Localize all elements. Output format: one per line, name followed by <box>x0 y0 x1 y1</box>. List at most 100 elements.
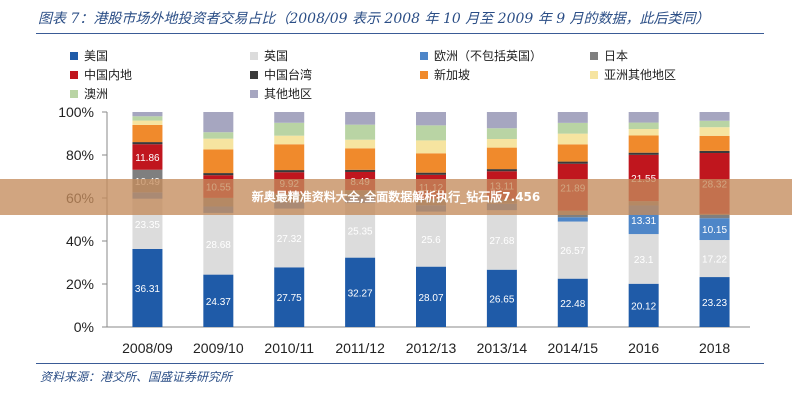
bar-segment <box>274 170 305 173</box>
bar-segment <box>557 144 588 162</box>
bar-segment <box>274 144 305 171</box>
bar-segment <box>132 116 163 121</box>
legend-item: 新加坡 <box>420 66 470 83</box>
bar-segment <box>416 125 446 141</box>
bar-segment <box>557 112 588 123</box>
legend-swatch-icon <box>70 51 78 60</box>
bar-segment <box>486 139 517 148</box>
bar-segment <box>628 234 659 284</box>
data-label: 11.86 <box>135 153 160 164</box>
legend-swatch-icon <box>250 51 258 60</box>
bar-segment <box>699 277 730 327</box>
data-label: 22.48 <box>560 299 585 310</box>
bar-segment <box>203 212 234 275</box>
bar-segment <box>699 213 730 219</box>
legend-swatch-icon <box>70 70 78 79</box>
bar-segment <box>486 147 517 170</box>
legend-label: 英国 <box>264 49 289 63</box>
y-tick-label: 20% <box>66 276 94 292</box>
data-label: 26.57 <box>560 246 585 257</box>
x-tick-label: 2014/15 <box>547 340 598 356</box>
bar-segment <box>274 122 305 136</box>
bar-segment <box>699 112 730 121</box>
bar-segment <box>203 149 234 174</box>
data-label: 13.31 <box>631 216 656 227</box>
data-label: 28.68 <box>206 240 231 251</box>
data-label: 27.75 <box>277 293 302 304</box>
data-label: 24.37 <box>206 297 231 308</box>
x-tick-label: 2008/09 <box>122 340 173 356</box>
data-label: 20.12 <box>631 301 656 312</box>
bar-segment <box>274 208 305 268</box>
bar-segment <box>557 122 588 134</box>
legend-label: 美国 <box>84 49 109 63</box>
bar-segment <box>628 129 659 136</box>
bar-segment <box>628 135 659 153</box>
bar-segment <box>486 128 517 140</box>
bar-segment <box>486 210 517 270</box>
bar-segment <box>416 112 446 126</box>
bar-segment <box>203 112 234 133</box>
bar-segment <box>132 142 163 145</box>
data-label: 25.6 <box>421 235 441 246</box>
bar-segment <box>416 140 446 154</box>
bar-segment <box>345 169 376 172</box>
legend-swatch-icon <box>250 70 258 79</box>
legend-label: 亚洲其他地区 <box>604 68 677 82</box>
data-label: 23.35 <box>135 220 160 231</box>
legend-label: 其他地区 <box>264 87 313 101</box>
legend-label: 欧洲（不包括英国） <box>434 49 543 63</box>
bar-segment <box>486 112 517 129</box>
data-label: 23.23 <box>702 298 727 309</box>
bar-segment <box>345 112 376 125</box>
x-tick-label: 2018 <box>699 340 730 356</box>
bar-segment <box>699 127 730 136</box>
bar-segment <box>345 124 376 140</box>
bar-segment <box>132 124 163 143</box>
bar-segment <box>699 120 730 128</box>
bar-segment <box>699 218 730 241</box>
bar-segment <box>557 161 588 164</box>
legend-item: 欧洲（不包括英国） <box>420 47 542 64</box>
bar-segment <box>416 266 446 327</box>
legend-swatch-icon <box>420 51 428 60</box>
legend-item: 亚洲其他地区 <box>590 66 676 83</box>
bar-segment <box>132 120 163 125</box>
bar-segment <box>486 169 517 172</box>
bar-segment <box>557 217 588 222</box>
legend-item: 中国内地 <box>70 66 132 83</box>
bar-segment <box>416 153 446 173</box>
legend-item: 澳洲 <box>70 85 108 102</box>
legend-swatch-icon <box>70 89 78 98</box>
data-label: 36.31 <box>135 284 160 295</box>
overlay-banner: 新奥最精准资料大全,全面数据解析执行_钻石版7.456 <box>0 179 792 215</box>
bar-segment <box>274 112 305 123</box>
bar-segment <box>557 278 588 327</box>
bar-segment <box>628 152 659 155</box>
x-tick-label: 2010/11 <box>264 340 314 356</box>
legend-item: 中国台湾 <box>250 66 312 83</box>
banner-text: 新奥最精准资料大全,全面数据解析执行_钻石版7.456 <box>251 190 541 204</box>
bar-segment <box>274 135 305 145</box>
legend-label: 中国台湾 <box>264 68 313 82</box>
x-tick-label: 2009/10 <box>193 340 244 356</box>
x-tick-label: 2011/12 <box>335 340 385 356</box>
bar-segment <box>203 138 234 150</box>
data-label: 32.27 <box>348 288 373 299</box>
x-tick-label: 2012/13 <box>406 340 457 356</box>
data-label: 28.07 <box>418 293 443 304</box>
bar-segment <box>628 112 659 123</box>
data-label: 17.22 <box>702 255 727 266</box>
bar-segment <box>628 283 659 327</box>
bar-segment <box>203 132 234 139</box>
legend-label: 新加坡 <box>434 68 471 82</box>
legend-item: 英国 <box>250 47 288 64</box>
bar-segment <box>557 133 588 145</box>
source-divider <box>36 363 764 364</box>
bar-segment <box>416 172 446 175</box>
bar-segment <box>628 122 659 130</box>
bar-segment <box>345 148 376 170</box>
bar-segment <box>345 139 376 149</box>
bar-segment <box>699 150 730 154</box>
data-label: 23.1 <box>634 255 654 266</box>
